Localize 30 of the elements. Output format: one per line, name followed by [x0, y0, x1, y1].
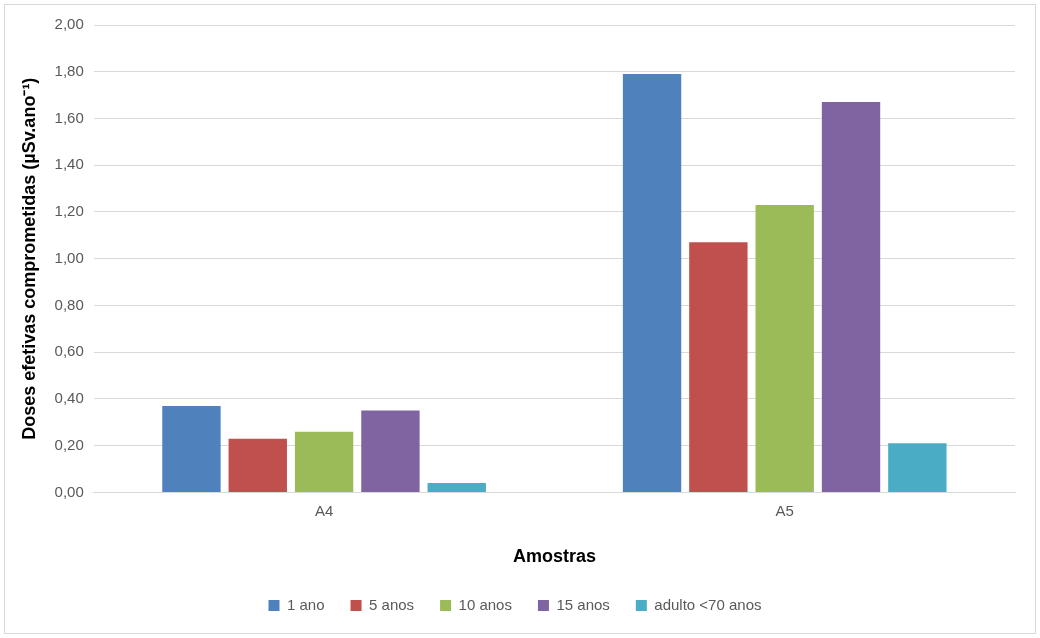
bar — [361, 410, 420, 492]
x-tick-label: A5 — [775, 501, 794, 519]
y-tick-label: 0,20 — [54, 435, 84, 453]
y-tick-label: 0,00 — [54, 482, 84, 500]
bar — [821, 102, 881, 492]
bar — [427, 483, 486, 492]
y-axis-title: Doses efetivas comprometidas (µSv.ano⁻¹) — [18, 77, 39, 440]
bar — [622, 74, 682, 492]
y-tick-label: 1,40 — [54, 155, 84, 173]
x-axis-title: Amostras — [512, 546, 596, 567]
y-tick-label: 2,00 — [54, 15, 84, 33]
x-tick-label: A4 — [314, 501, 334, 519]
bar — [228, 438, 287, 492]
y-tick-label: 1,20 — [54, 202, 84, 220]
legend-label: 15 anos — [556, 595, 610, 613]
legend-label: adulto <70 anos — [654, 595, 762, 613]
legend-label: 1 ano — [287, 595, 325, 613]
y-tick-label: 1,00 — [54, 248, 84, 266]
y-tick-label: 1,80 — [54, 61, 84, 79]
y-tick-label: 0,80 — [54, 295, 84, 313]
y-tick-label: 0,40 — [54, 389, 84, 407]
legend-label: 10 anos — [458, 595, 512, 613]
bar — [162, 405, 221, 492]
bar — [888, 443, 947, 492]
bar — [755, 204, 814, 492]
legend-label: 5 anos — [369, 595, 415, 613]
y-tick-label: 1,60 — [54, 108, 84, 126]
bar — [689, 242, 748, 492]
y-tick-label: 0,60 — [54, 342, 84, 360]
bar — [294, 431, 354, 492]
